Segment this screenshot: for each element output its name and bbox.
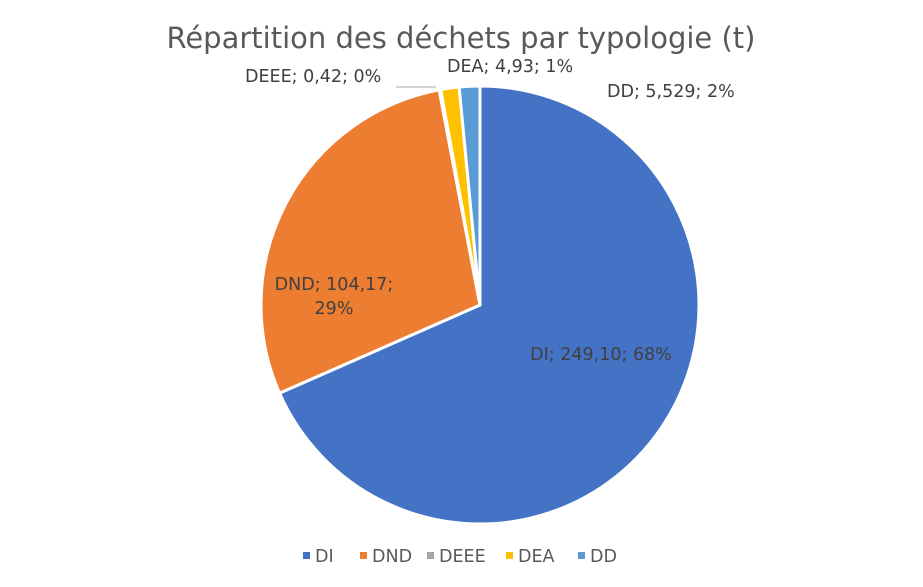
slice-dd — [457, 84, 482, 307]
legend-label-di: DI — [315, 547, 334, 567]
data-label-dea: DEA; 4,93; 1% — [447, 57, 573, 77]
data-label-dnd: DND; 104,17; — [275, 275, 394, 295]
legend-label-dnd: DND — [372, 547, 412, 567]
legend-label-deee: DEEE — [439, 547, 486, 567]
legend-label-dea: DEA — [518, 547, 555, 567]
slice-dnd — [259, 88, 482, 395]
data-label-deee: DEEE; 0,42; 0% — [245, 67, 381, 87]
data-label-dnd: 29% — [315, 299, 354, 319]
chart-title: Répartition des déchets par typologie (t… — [166, 21, 755, 55]
legend-label-dd: DD — [590, 547, 617, 567]
legend-swatch-di — [303, 552, 310, 559]
legend-swatch-dea — [506, 552, 513, 559]
legend: DI DND DEEE DEA DD — [303, 547, 617, 567]
data-label-di: DI; 249,10; 68% — [530, 345, 672, 365]
data-label-dd: DD; 5,529; 2% — [607, 82, 735, 102]
slice-di — [278, 84, 701, 526]
legend-swatch-dd — [578, 552, 585, 559]
legend-swatch-deee — [427, 552, 434, 559]
legend-swatch-dnd — [360, 552, 367, 559]
pie-slices — [259, 84, 701, 526]
data-labels: DI; 249,10; 68% DND; 104,17; 29% DEEE; 0,42… — [245, 57, 735, 365]
